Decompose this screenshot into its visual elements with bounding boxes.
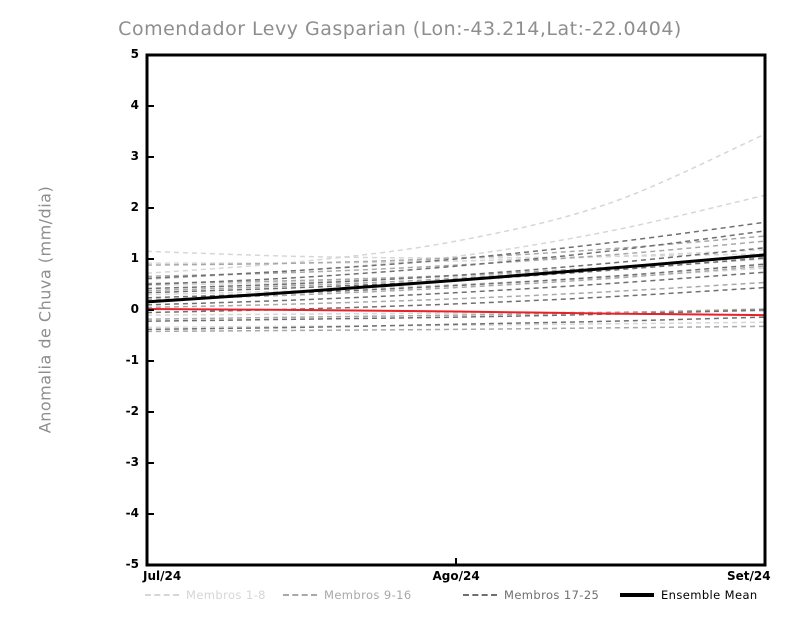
y-tick-label: 4 (130, 98, 139, 112)
series-line (147, 316, 765, 331)
y-tick-label: 1 (130, 251, 139, 265)
chart-legend: Membros 1-8 Membros 9-16 Membros 17-25 Ense… (0, 585, 800, 607)
legend-item[interactable]: Membros 17-25 (463, 585, 599, 605)
series-line (147, 321, 765, 329)
series-line (147, 309, 765, 322)
legend-label: Membros 17-25 (504, 588, 600, 602)
series-layer (147, 133, 765, 333)
x-tick-label: Set/24 (727, 569, 771, 583)
x-tick-label: Ago/24 (432, 569, 480, 583)
x-tick-label: Jul/24 (143, 569, 182, 583)
y-tick-label: -3 (125, 455, 139, 469)
legend-item[interactable]: Membros 1-8 (145, 585, 266, 605)
series-line (147, 271, 765, 306)
series-line (147, 133, 765, 275)
legend-swatch-icon (145, 594, 179, 596)
y-tick-label: -5 (125, 557, 139, 571)
legend-label: Membros 9-16 (324, 588, 412, 602)
legend-swatch-icon (463, 594, 497, 596)
series-line (147, 281, 765, 309)
series-line (147, 230, 765, 286)
y-tick-label: 2 (130, 200, 139, 214)
legend-label: Membros 1-8 (186, 588, 266, 602)
y-tick-label: -1 (125, 353, 139, 367)
series-line (147, 253, 765, 304)
y-tick-label: 0 (130, 302, 139, 316)
series-line (147, 221, 765, 280)
y-tick-label: 3 (130, 149, 139, 163)
legend-label: Ensemble Mean (661, 588, 758, 602)
y-tick-label: -4 (125, 506, 139, 520)
page-title: Comendador Levy Gasparian (Lon:-43.214,L… (118, 18, 682, 40)
series-line (147, 247, 765, 290)
series-line (147, 308, 765, 320)
series-line (147, 325, 765, 333)
series-line (147, 249, 765, 264)
y-tick-label: -2 (125, 404, 139, 418)
legend-item[interactable]: Ensemble Mean (620, 585, 758, 605)
legend-swatch-icon (620, 593, 654, 597)
legend-item[interactable]: Membros 9-16 (283, 585, 412, 605)
legend-swatch-icon (283, 594, 317, 596)
y-tick-label: 5 (130, 47, 139, 61)
series-line (147, 307, 765, 317)
